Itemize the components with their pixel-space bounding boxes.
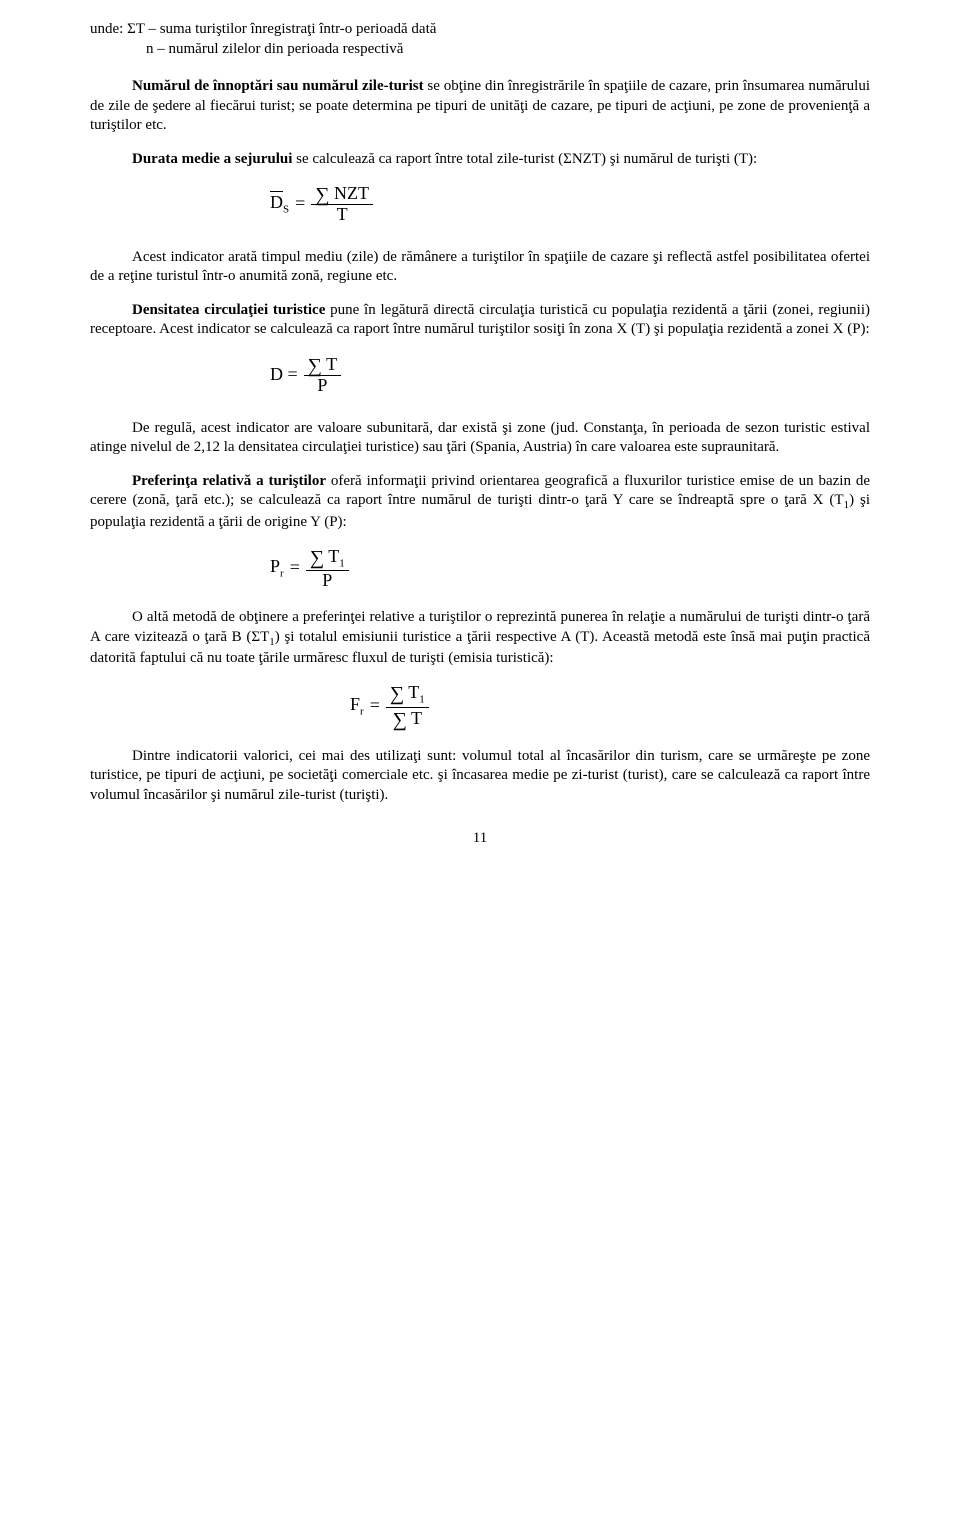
- paragraph-alta-metoda: O altă metodă de obţinere a preferinţei …: [90, 608, 870, 668]
- formula-lhs-var: D: [270, 192, 283, 212]
- paragraph-durata-sejur: Durata medie a sejurului se calculează c…: [90, 150, 870, 170]
- formula-densitate: D = ∑ T P: [90, 354, 870, 395]
- equals-sign: =: [370, 694, 380, 717]
- formula-den-var: T: [407, 708, 422, 728]
- formula-denominator: T: [333, 205, 352, 224]
- formula-preferinta: Pr = ∑ T1 P: [90, 546, 870, 590]
- formula-lhs: D =: [270, 363, 298, 386]
- paragraph-innoptari: Numărul de înnoptări sau numărul zile-tu…: [90, 77, 870, 136]
- equals-sign: =: [290, 556, 300, 579]
- sigma-icon: ∑: [315, 184, 329, 206]
- formula-numerator: T: [322, 354, 337, 374]
- sigma-icon: ∑: [390, 683, 404, 705]
- formula-numerator: NZT: [330, 183, 370, 203]
- formula-durata-sejur: DS = ∑ NZT T: [90, 183, 870, 224]
- term-densitate: Densitatea circulaţiei turistice: [132, 302, 325, 318]
- paragraph-preferinta: Preferinţa relativă a turiştilor oferă i…: [90, 472, 870, 532]
- definition-line-2: n – numărul zilelor din perioada respect…: [90, 40, 870, 60]
- page-number: 11: [90, 829, 870, 849]
- formula-lhs-sub: r: [360, 705, 364, 717]
- paragraph-densitate: Densitatea circulaţiei turistice pune în…: [90, 301, 870, 340]
- formula-num-var: T: [324, 546, 339, 566]
- paragraph-indicatori-valorici: Dintre indicatorii valorici, cei mai des…: [90, 747, 870, 806]
- term-durata-sejur: Durata medie a sejurului: [132, 151, 292, 167]
- formula-fr: Fr = ∑ T1 ∑ T: [90, 682, 870, 728]
- definition-line-1: unde: ΣT – suma turiştilor înregistraţi …: [90, 20, 870, 40]
- formula-num-sub: 1: [339, 558, 345, 570]
- sigma-icon: ∑: [310, 547, 324, 569]
- sigma-icon: ∑: [393, 709, 407, 731]
- formula-lhs-var: P: [270, 556, 280, 576]
- equals-sign: =: [295, 192, 305, 215]
- term-preferinta: Preferinţa relativă a turiştilor: [132, 473, 326, 489]
- paragraph-subunitar: De regulă, acest indicator are valoare s…: [90, 419, 870, 458]
- term-numarul-innoptari: Numărul de înnoptări sau numărul zile-tu…: [132, 78, 424, 94]
- text: se calculează ca raport între total zile…: [292, 151, 757, 167]
- paragraph-indicator-timp: Acest indicator arată timpul mediu (zile…: [90, 248, 870, 287]
- formula-lhs-var: F: [350, 694, 360, 714]
- sigma-icon: ∑: [308, 355, 322, 377]
- formula-denominator: P: [318, 571, 336, 590]
- formula-num-sub: 1: [419, 694, 425, 706]
- formula-num-var: T: [404, 682, 419, 702]
- formula-lhs-sub: r: [280, 568, 284, 580]
- formula-denominator: P: [313, 376, 331, 395]
- formula-lhs-sub: S: [283, 203, 289, 215]
